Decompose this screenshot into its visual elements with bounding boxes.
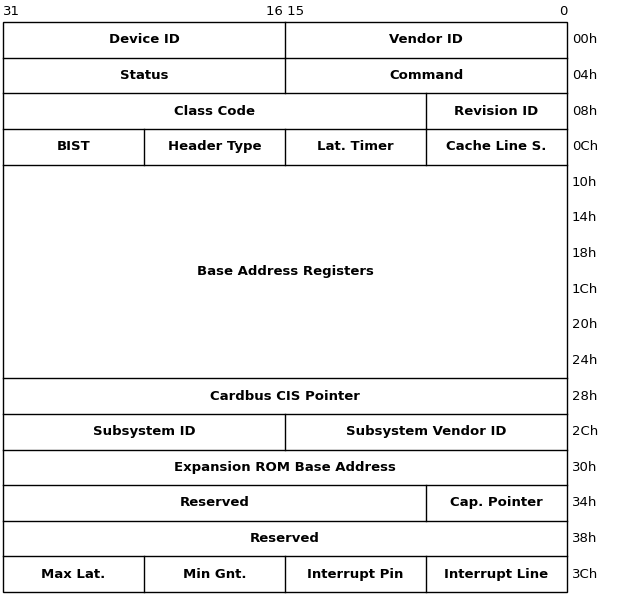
Text: Base Address Registers: Base Address Registers [197, 265, 373, 278]
Text: 00h: 00h [572, 34, 597, 46]
Text: 31: 31 [3, 5, 20, 18]
Text: 20h: 20h [572, 319, 597, 331]
Text: 14h: 14h [572, 211, 597, 224]
Text: 28h: 28h [572, 389, 597, 403]
Text: 10h: 10h [572, 176, 597, 189]
Text: Interrupt Line: Interrupt Line [445, 568, 548, 581]
Text: 0: 0 [559, 5, 567, 18]
Text: 38h: 38h [572, 532, 597, 545]
Text: 1Ch: 1Ch [572, 283, 598, 296]
Text: Class Code: Class Code [174, 104, 255, 118]
Text: 08h: 08h [572, 104, 597, 118]
Text: 0Ch: 0Ch [572, 140, 598, 153]
Text: Subsystem Vendor ID: Subsystem Vendor ID [346, 425, 506, 438]
Text: Status: Status [120, 69, 168, 82]
Text: 24h: 24h [572, 354, 597, 367]
Text: Reserved: Reserved [250, 532, 320, 545]
Text: Command: Command [389, 69, 463, 82]
Text: Cache Line S.: Cache Line S. [446, 140, 546, 153]
Text: 30h: 30h [572, 461, 597, 474]
Text: Revision ID: Revision ID [455, 104, 538, 118]
Text: 04h: 04h [572, 69, 597, 82]
Text: Interrupt Pin: Interrupt Pin [307, 568, 404, 581]
Text: 34h: 34h [572, 496, 597, 509]
Text: 3Ch: 3Ch [572, 568, 598, 581]
Text: BIST: BIST [57, 140, 91, 153]
Text: Cap. Pointer: Cap. Pointer [450, 496, 543, 509]
Text: Min Gnt.: Min Gnt. [183, 568, 247, 581]
Text: Cardbus CIS Pointer: Cardbus CIS Pointer [210, 389, 360, 403]
Text: Subsystem ID: Subsystem ID [93, 425, 196, 438]
Text: Reserved: Reserved [179, 496, 250, 509]
Text: 18h: 18h [572, 247, 597, 260]
Text: Expansion ROM Base Address: Expansion ROM Base Address [174, 461, 396, 474]
Text: Max Lat.: Max Lat. [42, 568, 106, 581]
Text: 16 15: 16 15 [266, 5, 304, 18]
Text: 2Ch: 2Ch [572, 425, 598, 438]
Text: Lat. Timer: Lat. Timer [317, 140, 394, 153]
Text: Header Type: Header Type [168, 140, 261, 153]
Text: Device ID: Device ID [109, 34, 179, 46]
Text: Vendor ID: Vendor ID [389, 34, 463, 46]
